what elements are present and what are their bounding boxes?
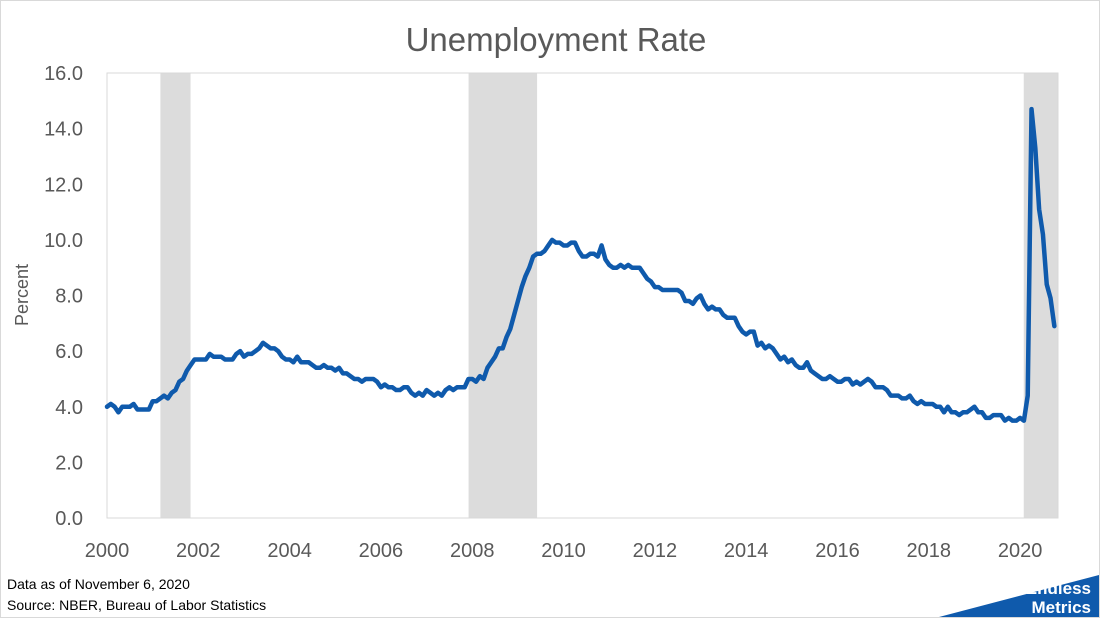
x-tick-label: 2018 (907, 540, 952, 562)
x-tick-label: 2016 (815, 540, 860, 562)
x-tick-label: 2008 (450, 540, 495, 562)
recession-shading-layer (160, 73, 1058, 518)
x-tick-label: 2006 (359, 540, 404, 562)
y-tick-label: 6.0 (55, 341, 83, 363)
y-tick-label: 2.0 (55, 452, 83, 474)
chart-title: Unemployment Rate (406, 21, 707, 58)
x-tick-label: 2012 (633, 540, 678, 562)
x-tick-label: 2010 (541, 540, 586, 562)
y-tick-label: 10.0 (44, 230, 83, 252)
x-tick-label: 2002 (176, 540, 221, 562)
y-tick-label: 0.0 (55, 508, 83, 530)
logo-triangle-shape (939, 575, 1099, 617)
y-tick-label: 8.0 (55, 286, 83, 308)
endless-metrics-logo: Endless Metrics (939, 569, 1099, 617)
plot-area (106, 72, 1059, 519)
recession-band (468, 73, 538, 518)
source-note: Source: NBER, Bureau of Labor Statistics (7, 597, 267, 613)
y-axis-label: Percent (12, 264, 32, 326)
recession-band (160, 73, 191, 518)
axes-layer: 0.0 2.0 4.0 6.0 8.0 10.0 12.0 14.0 16.0 2000 2002 2… (44, 63, 1042, 562)
x-tick-label: 2014 (724, 540, 769, 562)
x-tick-label: 2000 (85, 540, 130, 562)
logo-text-endless: Endless (1026, 579, 1091, 598)
logo-text-metrics: Metrics (1031, 598, 1091, 617)
y-tick-label: 12.0 (44, 174, 83, 196)
x-tick-label: 2020 (998, 540, 1043, 562)
y-tick-label: 4.0 (55, 397, 83, 419)
y-tick-label: 14.0 (44, 119, 83, 141)
data-date-note: Data as of November 6, 2020 (7, 576, 190, 592)
x-tick-label: 2004 (267, 540, 312, 562)
y-tick-label: 16.0 (44, 63, 83, 85)
unemployment-rate-line (104, 106, 1057, 423)
